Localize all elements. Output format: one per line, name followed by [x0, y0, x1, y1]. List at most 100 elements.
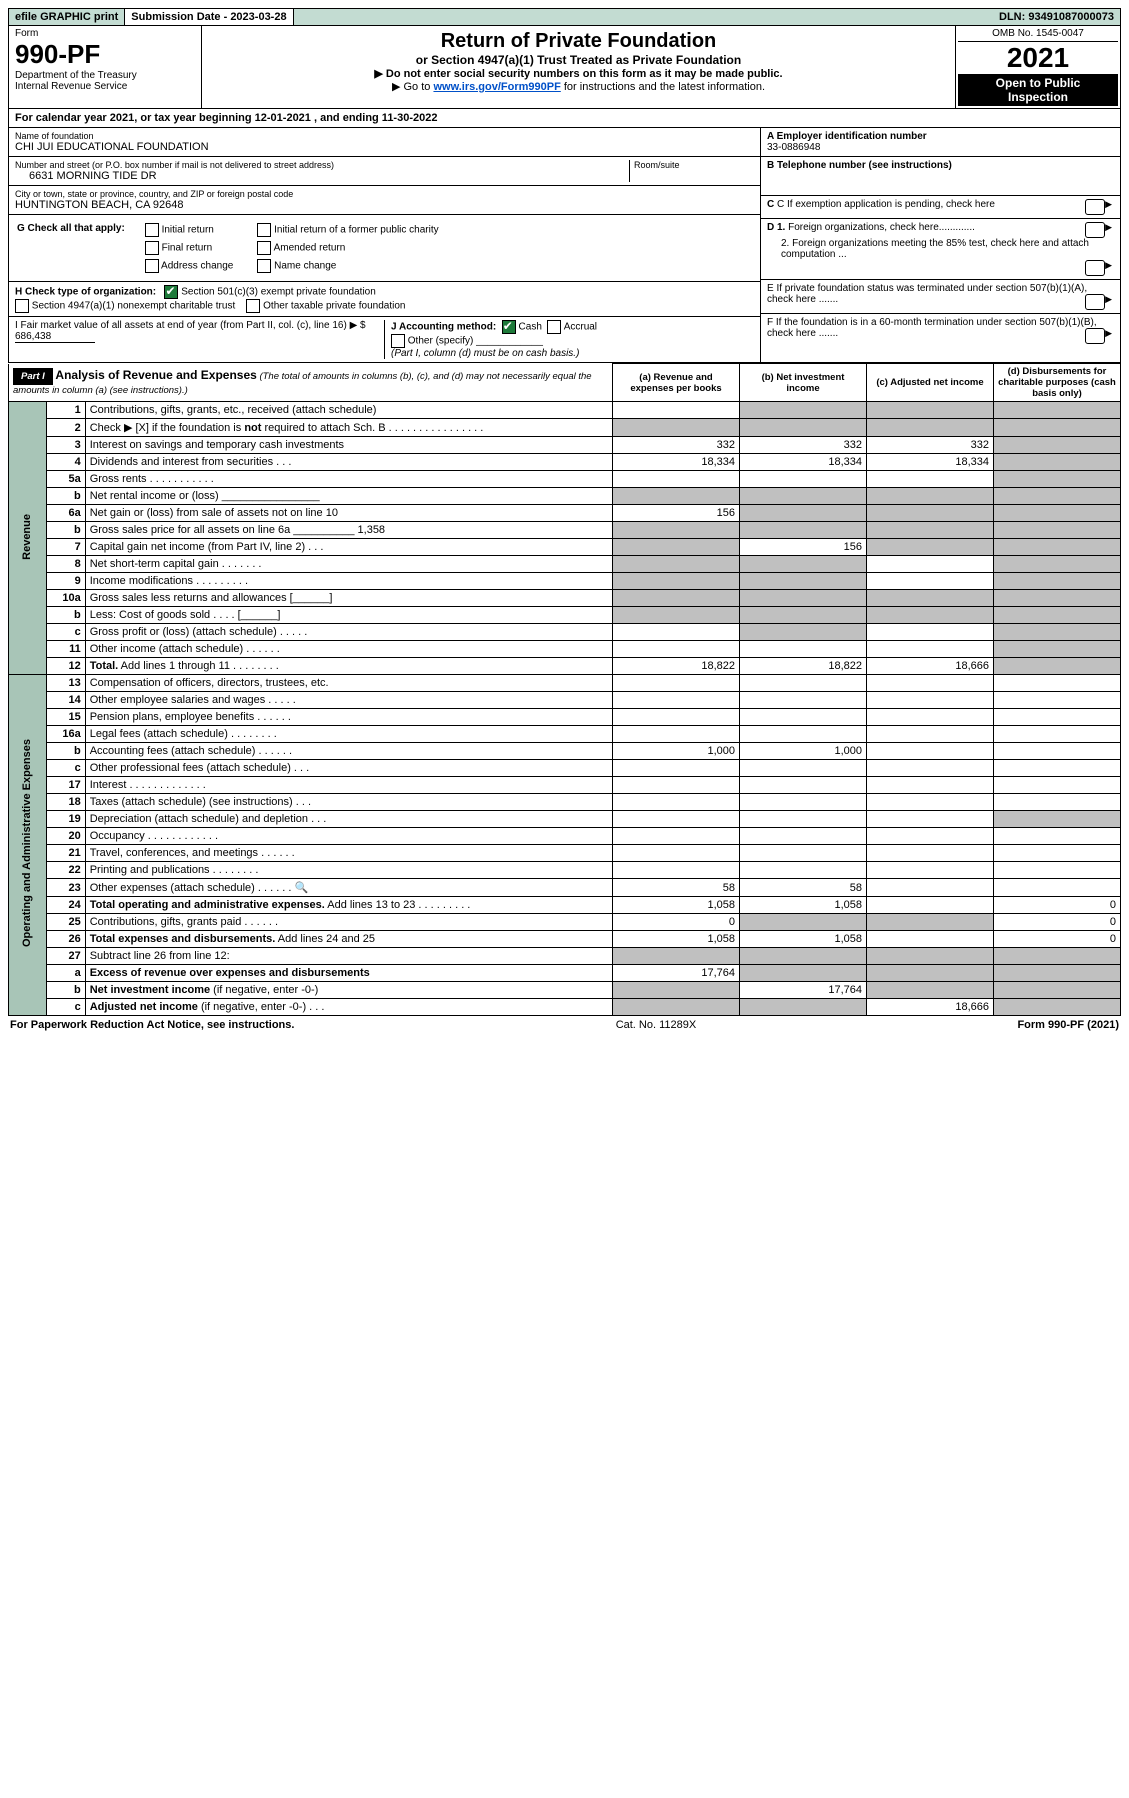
dept-treasury: Department of the Treasury [15, 70, 195, 81]
amount-cell: 58 [740, 879, 867, 897]
amount-cell [994, 743, 1121, 760]
table-row: bLess: Cost of goods sold . . . . [_____… [9, 607, 1121, 624]
line-description: Gross sales price for all assets on line… [85, 522, 612, 539]
col-b-hdr: (b) Net investment income [740, 364, 867, 402]
table-row: Operating and Administrative Expenses13C… [9, 675, 1121, 692]
line-number: 6a [46, 505, 85, 522]
amount-cell [613, 794, 740, 811]
f-cell: F If the foundation is in a 60-month ter… [761, 314, 1120, 347]
amount-cell [867, 931, 994, 948]
amount-cell [613, 811, 740, 828]
col-c-hdr: (c) Adjusted net income [867, 364, 994, 402]
amount-cell [867, 590, 994, 607]
chk-final[interactable] [145, 241, 159, 255]
amount-cell [740, 607, 867, 624]
phone-cell: B Telephone number (see instructions) [761, 157, 1120, 196]
table-row: 2Check ▶ [X] if the foundation is not re… [9, 419, 1121, 437]
line-description: Interest . . . . . . . . . . . . . [85, 777, 612, 794]
amount-cell [613, 624, 740, 641]
line-description: Interest on savings and temporary cash i… [85, 437, 612, 454]
form-subtitle: or Section 4947(a)(1) Trust Treated as P… [206, 53, 951, 67]
line-description: Other expenses (attach schedule) . . . .… [85, 879, 612, 897]
amount-cell [740, 794, 867, 811]
line-description: Gross sales less returns and allowances … [85, 590, 612, 607]
chk-4947[interactable] [15, 299, 29, 313]
amount-cell: 156 [613, 505, 740, 522]
amount-cell [613, 828, 740, 845]
table-row: 25Contributions, gifts, grants paid . . … [9, 914, 1121, 931]
amount-cell [994, 845, 1121, 862]
amount-cell [740, 419, 867, 437]
amount-cell [867, 539, 994, 556]
line-number: 22 [46, 862, 85, 879]
top-bar: efile GRAPHIC print Submission Date - 20… [8, 8, 1121, 26]
line-description: Net gain or (loss) from sale of assets n… [85, 505, 612, 522]
line-description: Gross profit or (loss) (attach schedule)… [85, 624, 612, 641]
chk-cash[interactable] [502, 320, 516, 334]
amount-cell [994, 965, 1121, 982]
amount-cell [867, 777, 994, 794]
amount-cell [740, 522, 867, 539]
line-description: Accounting fees (attach schedule) . . . … [85, 743, 612, 760]
form-header: Form 990-PF Department of the Treasury I… [8, 26, 1121, 109]
line-number: 3 [46, 437, 85, 454]
amount-cell [613, 948, 740, 965]
line-number: 21 [46, 845, 85, 862]
amount-cell [613, 675, 740, 692]
line-description: Check ▶ [X] if the foundation is not req… [85, 419, 612, 437]
amount-cell [740, 692, 867, 709]
line-description: Subtract line 26 from line 12: [85, 948, 612, 965]
tax-year: 2021 [958, 42, 1118, 74]
line-number: 9 [46, 573, 85, 590]
table-row: bAccounting fees (attach schedule) . . .… [9, 743, 1121, 760]
chk-other-method[interactable] [391, 334, 405, 348]
amount-cell [613, 999, 740, 1016]
chk-other-tax[interactable] [246, 299, 260, 313]
amount-cell: 1,000 [740, 743, 867, 760]
expenses-side-label: Operating and Administrative Expenses [9, 675, 47, 1016]
amount-cell [613, 539, 740, 556]
amount-cell [613, 488, 740, 505]
amount-cell [613, 760, 740, 777]
line-number: 11 [46, 641, 85, 658]
line-number: c [46, 999, 85, 1016]
amount-cell [867, 760, 994, 777]
table-row: aExcess of revenue over expenses and dis… [9, 965, 1121, 982]
amount-cell [994, 709, 1121, 726]
line-description: Net investment income (if negative, ente… [85, 982, 612, 999]
amount-cell [867, 828, 994, 845]
amount-cell [994, 760, 1121, 777]
chk-amended[interactable] [257, 241, 271, 255]
line-description: Excess of revenue over expenses and disb… [85, 965, 612, 982]
amount-cell [613, 573, 740, 590]
irs-link[interactable]: www.irs.gov/Form990PF [433, 81, 560, 93]
amount-cell: 18,666 [867, 658, 994, 675]
amount-cell [740, 914, 867, 931]
dln: DLN: 93491087000073 [993, 9, 1120, 25]
line-description: Net rental income or (loss) ____________… [85, 488, 612, 505]
amount-cell [867, 743, 994, 760]
line-description: Dividends and interest from securities .… [85, 454, 612, 471]
chk-address[interactable] [145, 259, 159, 273]
line-number: 8 [46, 556, 85, 573]
amount-cell [994, 862, 1121, 879]
chk-501c3[interactable] [164, 285, 178, 299]
amount-cell [867, 573, 994, 590]
line-number: c [46, 624, 85, 641]
chk-accrual[interactable] [547, 320, 561, 334]
table-row: cAdjusted net income (if negative, enter… [9, 999, 1121, 1016]
revenue-side-label: Revenue [9, 402, 47, 675]
amount-cell [867, 862, 994, 879]
submission-date: Submission Date - 2023-03-28 [125, 9, 293, 25]
amount-cell [994, 811, 1121, 828]
i-j-row: I Fair market value of all assets at end… [9, 317, 760, 362]
line-description: Travel, conferences, and meetings . . . … [85, 845, 612, 862]
chk-name[interactable] [257, 259, 271, 273]
chk-initial-former[interactable] [257, 223, 271, 237]
amount-cell [994, 999, 1121, 1016]
amount-cell [867, 982, 994, 999]
amount-cell [867, 709, 994, 726]
amount-cell [867, 794, 994, 811]
table-row: 6aNet gain or (loss) from sale of assets… [9, 505, 1121, 522]
chk-initial[interactable] [145, 223, 159, 237]
